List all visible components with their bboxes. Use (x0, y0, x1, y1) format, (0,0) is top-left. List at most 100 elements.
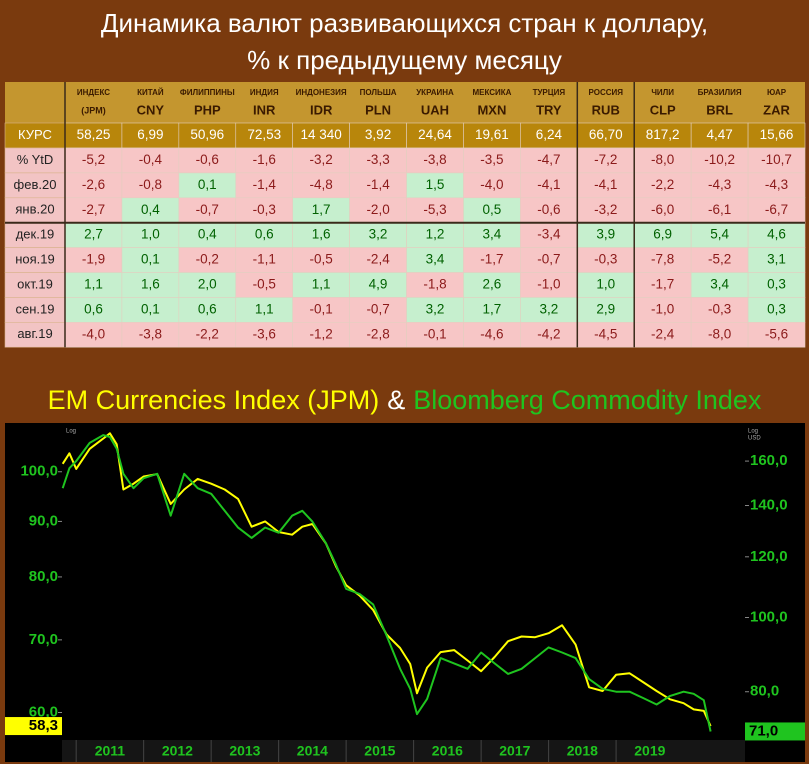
cell-value: 50,96 (190, 127, 224, 142)
table-cell (463, 197, 521, 224)
title-line: % к предыдущему месяцу (247, 45, 562, 75)
y-tick-label: 60,0 (29, 703, 58, 720)
row-label: сен.19 (16, 301, 55, 316)
cell-value: -2,2 (196, 326, 219, 341)
table-cell (121, 247, 180, 273)
column-country: ПОЛЬША (360, 88, 397, 97)
cell-value: 1,6 (312, 227, 331, 242)
cell-value: 1,1 (255, 301, 274, 316)
row-label: янв.20 (15, 202, 54, 217)
table-header-background (5, 82, 805, 123)
y2-tick-label: 140,0 (750, 496, 788, 513)
column-code: UAH (421, 102, 449, 117)
column-code: CNY (137, 102, 165, 117)
cell-value: -1,4 (253, 177, 277, 192)
cell-value: -1,7 (480, 252, 503, 267)
cell-value: -0,8 (139, 177, 162, 192)
x-tick-label: 2012 (162, 743, 193, 759)
column-country: ЧИЛИ (651, 88, 674, 97)
y2-tick-label: 80,0 (750, 683, 779, 700)
table-cell (121, 321, 180, 348)
cell-value: -4,2 (537, 326, 560, 341)
cell-value: -3,3 (366, 152, 389, 167)
cell-value: 2,6 (483, 277, 502, 292)
cell-value: 0,4 (141, 202, 160, 217)
cell-value: 3,9 (596, 227, 615, 242)
table-cell (520, 122, 578, 149)
column-country: ЮАР (767, 88, 787, 97)
cell-value: -2,0 (366, 202, 389, 217)
cell-value: -4,3 (765, 177, 788, 192)
table-cell (349, 272, 407, 298)
cell-value: -1,4 (366, 177, 390, 192)
cell-value: -1,9 (82, 252, 105, 267)
x-tick-label: 2014 (297, 743, 328, 759)
cell-value: -3,8 (139, 326, 162, 341)
cell-value: 0,4 (198, 227, 217, 242)
table-cell (406, 247, 464, 273)
table-cell (64, 147, 123, 174)
title-line: Динамика валют развивающихся стран к дол… (101, 8, 708, 38)
y2-tick-label: 100,0 (750, 608, 788, 625)
table-cell (633, 272, 692, 298)
cell-value: -1,0 (537, 277, 560, 292)
column-code: CLP (650, 102, 676, 117)
cell-value: -8,0 (651, 152, 674, 167)
cell-value: -7,8 (651, 252, 674, 267)
table-cell (121, 172, 180, 199)
table-cell (406, 147, 464, 174)
cell-value: 2,0 (198, 277, 217, 292)
cell-value: -6,1 (708, 202, 731, 217)
cell-value: -4,3 (708, 177, 731, 192)
table-cell (747, 321, 806, 348)
column-code: RUB (592, 102, 620, 117)
cell-value: 0,1 (141, 301, 160, 316)
x-tick-label: 2015 (364, 743, 395, 759)
column-country: ИНДОНЕЗИЯ (296, 88, 347, 97)
cell-value: 0,3 (767, 301, 786, 316)
table-cell (747, 197, 806, 224)
table-cell (747, 272, 806, 298)
cell-value: -1,8 (423, 277, 446, 292)
table-cell (235, 272, 293, 298)
row-label: окт.19 (17, 276, 53, 291)
cell-value: 1,0 (596, 277, 615, 292)
table-cell (633, 147, 692, 174)
cell-value: -0,6 (196, 152, 219, 167)
cell-value: 1,6 (141, 277, 160, 292)
table-cell (520, 272, 578, 298)
cell-value: -0,4 (139, 152, 163, 167)
table-cell (64, 172, 123, 199)
cell-value: 1,7 (483, 301, 502, 316)
cell-value: 817,2 (646, 127, 680, 142)
x-tick-label: 2017 (499, 743, 530, 759)
row-label: КУРС (18, 127, 52, 142)
table-cell (292, 272, 350, 298)
cell-value: 14 340 (301, 127, 342, 142)
cell-value: 0,5 (483, 202, 502, 217)
cell-value: 3,2 (369, 227, 388, 242)
cell-value: -4,7 (537, 152, 560, 167)
table-cell (577, 147, 635, 174)
cell-value: -1,0 (651, 301, 674, 316)
cell-value: 72,53 (247, 127, 281, 142)
cell-value: -5,2 (82, 152, 105, 167)
table-cell (349, 172, 407, 199)
chart-background (5, 423, 805, 762)
table-cell (292, 297, 350, 323)
cell-value: -2,6 (82, 177, 105, 192)
end-label: 58,3 (29, 717, 58, 734)
table-cell (235, 197, 293, 224)
column-country: ИНДЕКС (77, 88, 110, 97)
table-cell (633, 222, 692, 248)
column-country: МЕКСИКА (472, 88, 511, 97)
cell-value: -3,5 (480, 152, 503, 167)
cell-value: 0,1 (198, 177, 217, 192)
table-cell (178, 222, 237, 248)
cell-value: 4,9 (369, 277, 388, 292)
cell-value: -0,2 (196, 252, 219, 267)
chart-title-part: Bloomberg Commodity Index (413, 385, 762, 415)
column-code: (JPM) (81, 105, 106, 115)
table-cell (747, 297, 806, 323)
row-label-cell (4, 297, 66, 323)
